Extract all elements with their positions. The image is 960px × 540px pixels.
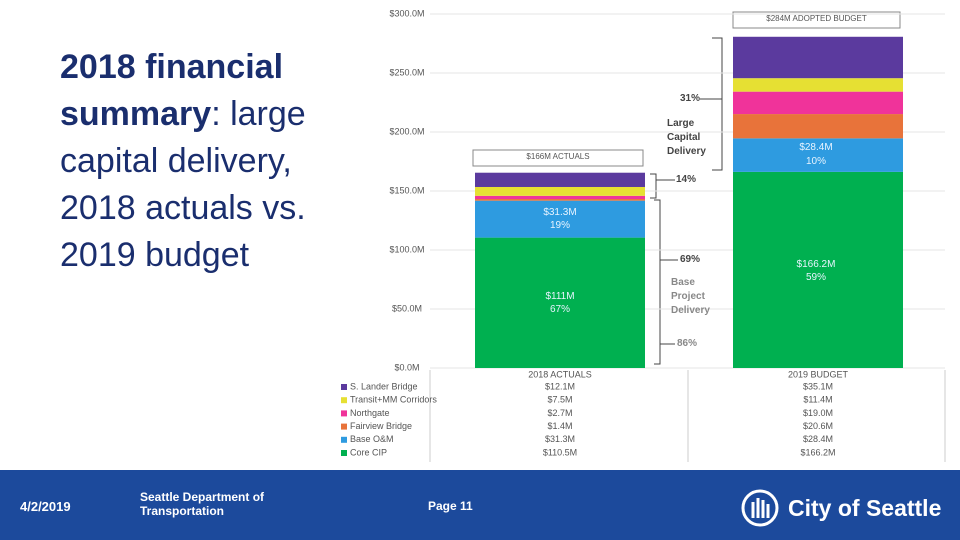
bar-label: $166.2M: [796, 259, 836, 270]
legend-swatch: [341, 410, 347, 417]
legend-label: Transit+MM Corridors: [350, 395, 437, 405]
bar-label: $111M: [545, 291, 575, 302]
bracket: [654, 199, 661, 365]
annotation: 86%: [677, 338, 698, 349]
legend-label: Base O&M: [350, 434, 394, 444]
bar-segment: [733, 36, 903, 79]
y-tick-label: $100.0M: [389, 244, 424, 254]
bar-label: $28.4M: [799, 142, 833, 153]
y-tick-label: $150.0M: [389, 185, 424, 195]
table-cell: $7.5M: [547, 395, 572, 405]
legend-swatch: [341, 384, 347, 390]
table-cell: $12.1M: [545, 381, 575, 391]
annotation: $284M ADOPTED BUDGET: [766, 14, 867, 23]
y-tick-label: $200.0M: [389, 126, 424, 136]
slide-title: 2018 financial summary: large capital de…: [60, 44, 350, 279]
legend-label: Fairview Bridge: [350, 421, 412, 431]
annotation: Base Project Delivery: [671, 277, 710, 316]
x-tick-label: 2019 BUDGET: [788, 369, 849, 379]
legend-swatch: [341, 397, 347, 404]
bar-segment: [733, 138, 903, 172]
bar-segment: [475, 195, 645, 200]
bar-label: 59%: [805, 272, 826, 283]
y-tick-label: $50.0M: [392, 303, 422, 313]
footer-page: Page 11: [428, 499, 473, 513]
y-tick-label: $300.0M: [389, 8, 424, 18]
bar-segment: [733, 78, 903, 92]
bar-segment: [733, 114, 903, 139]
table-cell: $110.5M: [543, 447, 577, 457]
table-cell: $19.0M: [803, 408, 833, 418]
label-box: [732, 11, 901, 29]
legend-label: Core CIP: [350, 447, 387, 457]
table-cell: $166.2M: [800, 447, 835, 457]
legend-swatch: [341, 423, 347, 430]
title-bold: 2018 financial summary: [60, 48, 284, 133]
annotation: Large Capital Delivery: [667, 118, 706, 157]
bar-segment: [475, 200, 645, 238]
table-cell: $20.6M: [803, 421, 833, 431]
bar-segment: [475, 237, 645, 368]
annotation: 31%: [679, 93, 700, 104]
bar-label: 67%: [549, 304, 570, 315]
bar-segment: [475, 186, 645, 196]
bar-segment: [475, 172, 645, 187]
brackets: [429, 11, 946, 462]
bracket: [712, 37, 723, 171]
label-box: [472, 149, 644, 167]
table-cell: $11.4M: [803, 395, 832, 405]
chart: $0.0M $50.0M $100.0M $150.0M $200.0M $250.0M $…: [341, 8, 946, 462]
x-tick-label: 2018 ACTUALS: [528, 369, 592, 379]
bar-segment: [733, 91, 903, 115]
city-logo: [741, 489, 779, 527]
footer-department: Seattle Department of Transportation: [140, 490, 265, 518]
legend-swatch: [341, 450, 347, 456]
annotation: $166M ACTUALS: [526, 152, 590, 161]
footer-date: 4/2/2019: [20, 499, 71, 514]
legend-label: Northgate: [350, 408, 390, 418]
table-cell: $31.3M: [545, 434, 575, 444]
bar-segment: [475, 199, 645, 201]
y-tick-label: $0.0M: [394, 362, 419, 372]
table-cell: $2.7M: [547, 408, 572, 418]
bar-label: 10%: [805, 156, 826, 167]
legend-label: S. Lander Bridge: [350, 381, 418, 391]
bar-label: $31.3M: [543, 207, 577, 218]
y-tick-label: $250.0M: [389, 67, 424, 77]
annotation: 14%: [676, 174, 697, 185]
table-cell: $35.1M: [803, 381, 833, 391]
bracket: [650, 173, 657, 199]
bar-label: 19%: [549, 220, 570, 231]
legend-swatch: [341, 436, 347, 443]
bar-segment: [733, 171, 903, 368]
footer-band: [0, 470, 960, 540]
table-cell: $1.4M: [547, 421, 572, 431]
title-rest: : large capital delivery, 2018 actuals v…: [60, 95, 306, 274]
footer-logo-text: City of Seattle: [788, 495, 942, 521]
table-cell: $28.4M: [803, 434, 833, 444]
annotation: 69%: [680, 254, 701, 265]
